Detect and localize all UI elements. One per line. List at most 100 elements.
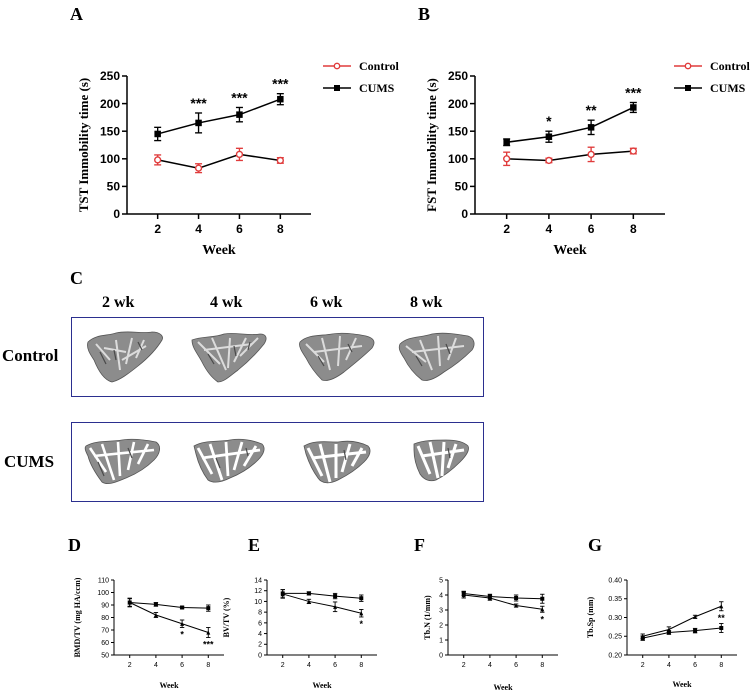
panel-letter-f: F	[414, 535, 425, 555]
series-cums-point	[630, 104, 637, 111]
series-control-line	[157, 153, 281, 169]
series-control-line	[506, 150, 634, 162]
significance-marker: *	[360, 619, 364, 629]
x-tick-label: 8	[719, 662, 723, 669]
significance-marker: **	[586, 102, 597, 118]
x-tick-label: 2	[641, 662, 645, 669]
series-cums-line	[282, 593, 362, 614]
series-control-line	[642, 627, 722, 639]
x-tick-label: 8	[206, 662, 210, 669]
series-cums-point	[719, 604, 724, 609]
series-cums-point	[280, 591, 285, 597]
series-control-point	[693, 628, 698, 633]
y-tick-label: 200	[100, 97, 120, 111]
bone-scan-control-2wk	[87, 331, 163, 383]
legend-cums-marker	[685, 85, 691, 91]
y-tick-label: 250	[100, 69, 120, 83]
y-tick-label: 0.35	[608, 596, 622, 603]
series-cums-point	[277, 95, 284, 103]
chart-a: 0 50 100 150 200 250 2 4 6 8 Week TST Immobility ti…	[76, 59, 399, 258]
legend-cums-label: CUMS	[359, 81, 395, 95]
ct-column-label: 2 wk	[102, 294, 135, 311]
legend-control-marker	[684, 62, 692, 70]
series-control-point	[587, 150, 595, 159]
y-axis-label: FST Immobility time (s)	[424, 78, 439, 212]
series-control-point	[629, 147, 637, 155]
ct-column-label: 6 wk	[310, 294, 343, 311]
series-cums-point	[487, 595, 492, 601]
series-cums-point	[333, 604, 338, 609]
series-control-point	[545, 156, 553, 165]
series-cums-point	[153, 612, 158, 618]
series-control-point	[719, 626, 724, 630]
series-cums-point	[195, 119, 202, 127]
x-tick-label: 8	[630, 222, 637, 236]
ct-row-label-control: Control	[2, 346, 59, 365]
y-tick-label: 1	[439, 637, 443, 644]
series-control-point	[514, 596, 519, 600]
y-tick-label: 0	[461, 207, 468, 221]
x-tick-label: 4	[154, 662, 158, 669]
series-cums-line	[463, 594, 543, 610]
y-tick-label: 110	[98, 577, 109, 584]
ct-cums-frame	[71, 422, 484, 502]
panel-letter-d: D	[68, 535, 81, 555]
y-tick-label: 4	[258, 631, 262, 638]
series-control-point	[276, 156, 284, 165]
x-tick-label: 8	[540, 662, 544, 669]
series-cums-point	[127, 600, 132, 605]
x-tick-label: 6	[236, 222, 243, 236]
y-tick-label: 150	[448, 124, 468, 138]
y-axis-label: Tb.N (1/mm)	[423, 595, 432, 640]
y-tick-label: 8	[258, 610, 262, 617]
y-tick-label: 250	[448, 69, 468, 83]
x-tick-label: 6	[693, 662, 697, 669]
significance-marker: *	[541, 614, 545, 624]
x-tick-label: 6	[180, 662, 184, 669]
bone-scan-cums-2wk	[84, 438, 160, 485]
series-cums-point	[154, 130, 161, 138]
series-control-point	[333, 594, 338, 599]
y-tick-label: 0.40	[608, 577, 622, 584]
series-control-point	[194, 164, 203, 172]
y-tick-label: 50	[455, 180, 469, 194]
chart-e: 0 2 4 6 8 10 12 14 2 4 6 8 Week BV/TV (%) *	[222, 577, 377, 690]
x-tick-label: 4	[667, 662, 671, 669]
y-tick-label: 2	[439, 622, 443, 629]
series-control-point	[359, 596, 364, 601]
chart-f: 0 1 2 3 4 5 2 4 6 8 Week Tb.N (1/mm) *	[423, 577, 558, 692]
bone-scan-cums-6wk	[303, 440, 371, 484]
series-cums-point	[206, 630, 211, 635]
y-tick-label: 3	[439, 607, 443, 614]
series-cums-line	[157, 98, 281, 135]
y-axis-label: Tb.Sp (mm)	[586, 596, 595, 638]
x-axis-label: Week	[312, 681, 332, 690]
ct-column-label: 8 wk	[410, 294, 443, 311]
panel-letter-g: G	[588, 535, 603, 555]
y-tick-label: 90	[101, 602, 109, 609]
significance-marker: **	[718, 613, 726, 623]
x-tick-label: 2	[128, 662, 132, 669]
x-tick-label: 2	[503, 222, 510, 236]
bone-scan-control-8wk	[398, 332, 475, 381]
x-tick-label: 6	[514, 662, 518, 669]
significance-marker: *	[180, 630, 184, 640]
y-tick-label: 0	[113, 207, 120, 221]
bone-scan-cums-8wk	[413, 439, 469, 482]
significance-marker: *	[546, 113, 552, 129]
series-control-point	[154, 156, 162, 164]
y-axis-label: BV/TV (%)	[222, 597, 231, 637]
series-cums-point	[640, 634, 645, 639]
ct-control-frame	[71, 317, 484, 397]
x-tick-label: 4	[546, 222, 553, 236]
x-tick-label: 6	[333, 662, 337, 669]
legend-cums-marker	[334, 85, 340, 91]
series-cums-point	[587, 124, 595, 131]
series-cums-line	[506, 106, 634, 143]
y-tick-label: 80	[101, 615, 109, 622]
panel-letter-e: E	[248, 535, 261, 555]
y-tick-label: 2	[258, 642, 262, 649]
series-cums-point	[666, 627, 671, 632]
significance-marker: ***	[272, 76, 289, 92]
x-tick-label: 6	[588, 222, 595, 236]
